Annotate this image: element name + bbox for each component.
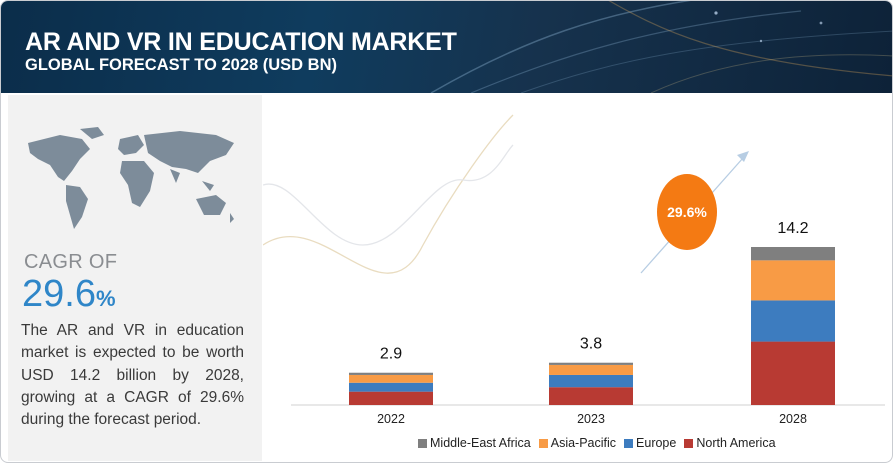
page-title: AR AND VR IN EDUCATION MARKET xyxy=(25,28,457,56)
total-label-2022: 2.9 xyxy=(380,346,402,363)
bar-segment-europe-2023 xyxy=(549,374,633,388)
cagr-bubble-text: 29.6% xyxy=(667,204,707,220)
bar-segment-europe-2028 xyxy=(751,300,835,342)
page-subtitle: GLOBAL FORECAST TO 2028 (USD BN) xyxy=(25,56,338,74)
cagr-bubble xyxy=(657,174,717,250)
bar-segment-middle-east-africa-2028 xyxy=(751,247,835,261)
total-label-2028: 14.2 xyxy=(777,220,808,237)
x-tick-label-2023: 2023 xyxy=(577,412,605,426)
bar-segment-europe-2022 xyxy=(349,382,433,392)
x-tick-label-2022: 2022 xyxy=(377,412,405,426)
legend-swatch xyxy=(684,438,694,448)
legend-item-middle-east-africa: Middle-East Africa xyxy=(418,436,531,450)
cagr-number: 29.6 xyxy=(22,273,96,315)
decorative-curve xyxy=(263,144,514,246)
cagr-label: CAGR OF xyxy=(24,251,118,273)
bar-segment-north-america-2028 xyxy=(751,341,835,405)
bar-segment-asia-pacific-2028 xyxy=(751,260,835,301)
bar-segment-middle-east-africa-2022 xyxy=(349,372,433,375)
x-tick-label-2028: 2028 xyxy=(779,412,807,426)
legend-label: North America xyxy=(696,436,776,450)
bar-segment-asia-pacific-2023 xyxy=(549,364,633,375)
legend-label: Europe xyxy=(636,436,677,450)
cagr-arrow-head xyxy=(737,151,749,162)
cagr-value: 29.6% xyxy=(22,273,116,316)
bar-segment-north-america-2023 xyxy=(549,387,633,405)
bar-segment-middle-east-africa-2023 xyxy=(549,362,633,365)
legend-swatch xyxy=(624,438,634,448)
legend-label: Asia-Pacific xyxy=(550,436,617,450)
legend-swatch xyxy=(418,438,427,448)
chart-legend: Middle-East Africa Asia-Pacific Europe Nort… xyxy=(418,435,776,451)
chart-area: 2.9 2022 3.8 2023 14.2 2028 29.6% xyxy=(263,95,891,461)
legend-label: Middle-East Africa xyxy=(430,436,531,450)
summary-panel: CAGR OF 29.6% The AR and VR in education… xyxy=(8,95,262,461)
legend-swatch xyxy=(538,438,548,448)
header-banner: AR AND VR IN EDUCATION MARKET GLOBAL FOR… xyxy=(1,1,892,93)
legend-item-europe: Europe xyxy=(624,436,676,450)
cagr-unit: % xyxy=(95,286,116,311)
bar-segment-asia-pacific-2022 xyxy=(349,374,433,383)
world-map-icon xyxy=(28,127,234,229)
decorative-curve xyxy=(263,114,514,274)
stacked-bar-chart: 2.9 2022 3.8 2023 14.2 2028 29.6% xyxy=(263,114,885,426)
market-description: The AR and VR in education market is exp… xyxy=(21,322,244,429)
header-decoration xyxy=(430,1,892,93)
total-label-2023: 3.8 xyxy=(580,336,602,353)
bar-segment-north-america-2022 xyxy=(349,391,433,405)
legend-item-asia-pacific: Asia-Pacific xyxy=(538,436,617,450)
legend-item-north-america: North America xyxy=(684,436,776,450)
